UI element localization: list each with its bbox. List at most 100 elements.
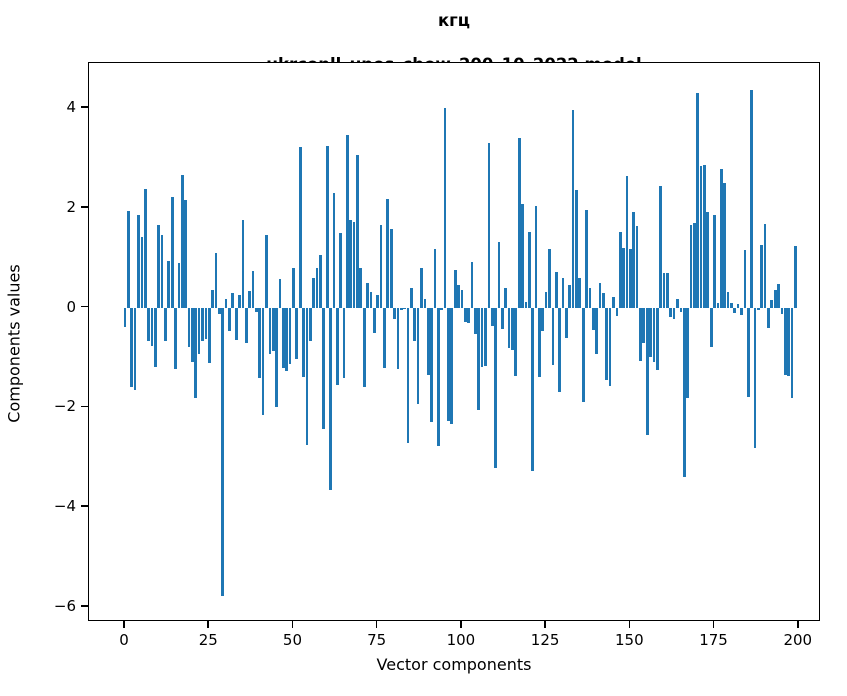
bar (271, 307, 275, 351)
bar (531, 307, 534, 471)
bar (538, 307, 541, 377)
bar (511, 307, 514, 350)
y-tick-mark (81, 106, 88, 108)
bar (635, 226, 639, 308)
x-tick-label: 200 (783, 631, 813, 649)
bar (356, 155, 359, 308)
x-tick-label: 50 (282, 631, 303, 649)
bar (362, 307, 366, 388)
bar (194, 307, 198, 398)
bar (251, 271, 255, 308)
x-tick-mark (712, 621, 715, 628)
bar (308, 307, 312, 341)
y-tick-label: −2 (53, 397, 76, 416)
bar (527, 232, 531, 308)
bar (460, 290, 464, 308)
bar (288, 307, 292, 365)
bar (248, 291, 252, 308)
bar (224, 298, 228, 308)
bar (652, 307, 656, 363)
bar (585, 210, 588, 308)
y-tick-label: 4 (66, 97, 76, 116)
y-tick-mark (81, 305, 88, 308)
bar (403, 307, 406, 310)
bar (733, 307, 737, 313)
bar (544, 291, 548, 308)
bar (770, 300, 774, 308)
bar (713, 214, 716, 308)
bar (500, 307, 504, 330)
bar (777, 283, 780, 308)
bar (386, 198, 390, 308)
bar (127, 211, 130, 308)
bar (790, 307, 794, 399)
bar (339, 232, 342, 308)
bar (322, 307, 326, 430)
y-tick-mark (81, 405, 88, 408)
bar (726, 291, 730, 308)
bar (234, 307, 238, 340)
bar (524, 301, 528, 308)
bar (561, 277, 565, 308)
bar (490, 307, 494, 326)
bar (541, 307, 545, 331)
bar (787, 307, 790, 377)
bar (686, 307, 689, 399)
bar (676, 298, 679, 308)
bar (662, 273, 666, 308)
bar (302, 307, 305, 378)
y-tick-label: 0 (66, 297, 76, 316)
bar (187, 307, 191, 348)
x-tick-label: 25 (198, 631, 218, 649)
bar (379, 225, 383, 308)
bar (342, 307, 346, 378)
bar (760, 244, 764, 308)
bar (383, 307, 386, 368)
bar (154, 307, 157, 368)
bar (447, 307, 450, 421)
bar (558, 307, 561, 393)
x-tick-mark (544, 621, 546, 628)
bar (622, 247, 625, 308)
bar (278, 279, 282, 308)
bar (564, 307, 568, 338)
bar (628, 249, 632, 308)
bar (231, 293, 235, 308)
bar (346, 135, 349, 308)
bar (123, 307, 127, 327)
bar (197, 307, 201, 355)
bar (612, 296, 615, 308)
bar (420, 267, 423, 308)
bar (639, 307, 642, 362)
bar (372, 307, 376, 333)
bar (130, 307, 134, 388)
bar (184, 199, 188, 308)
bar (325, 146, 329, 308)
bar (359, 267, 363, 308)
bar (453, 269, 457, 308)
bar (457, 285, 460, 308)
x-tick-mark (628, 621, 631, 628)
y-tick-label: −6 (53, 597, 76, 616)
bar (605, 307, 609, 380)
bar (591, 307, 595, 331)
bar (679, 307, 683, 312)
y-tick-mark (81, 605, 88, 607)
y-tick-mark (81, 205, 88, 208)
bar (265, 234, 268, 308)
bar (258, 307, 262, 378)
bar (709, 307, 713, 348)
bar (157, 225, 161, 308)
bar (649, 307, 652, 358)
bar (743, 250, 747, 308)
bar (659, 185, 662, 308)
bar (440, 307, 444, 311)
bar (507, 307, 511, 349)
bar (396, 307, 400, 369)
bar (133, 307, 137, 390)
bar (319, 255, 322, 308)
y-tick-mark (81, 505, 88, 507)
bar (736, 303, 740, 308)
x-tick-mark (123, 621, 125, 628)
